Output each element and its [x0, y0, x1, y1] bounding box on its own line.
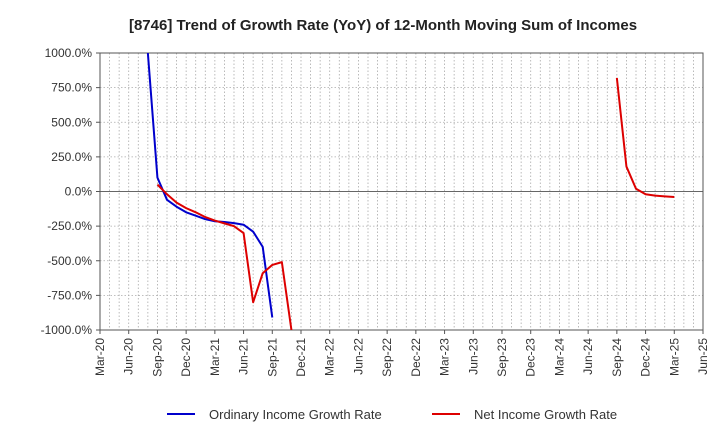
x-tick-label: Sep-21 — [265, 338, 279, 377]
x-tick-label: Dec-21 — [294, 338, 308, 377]
y-tick-label: 500.0% — [51, 115, 92, 129]
x-tick-label: Dec-24 — [639, 338, 653, 377]
x-tick-label: Jun-25 — [696, 338, 710, 375]
legend: Ordinary Income Growth Rate Net Income Gr… — [167, 407, 617, 422]
y-tick-label: 250.0% — [51, 150, 92, 164]
x-tick-label: Sep-24 — [610, 338, 624, 377]
x-tick-label: Jun-23 — [466, 338, 480, 375]
x-tick-label: Jun-21 — [237, 338, 251, 375]
x-tick-label: Jun-24 — [581, 338, 595, 375]
x-tick-label: Dec-22 — [409, 338, 423, 377]
y-tick-label: -750.0% — [47, 288, 92, 302]
x-tick-label: Mar-22 — [323, 338, 337, 376]
series-line-2 — [156, 183, 293, 330]
legend-label-2: Net Income Growth Rate — [474, 407, 617, 422]
x-tick-label: Mar-21 — [208, 338, 222, 376]
chart-title: [8746] Trend of Growth Rate (YoY) of 12-… — [129, 17, 637, 34]
x-tick-label: Jun-20 — [122, 338, 136, 375]
x-tick-label: Mar-20 — [93, 338, 107, 376]
y-tick-label: -1000.0% — [41, 323, 93, 337]
x-tick-label: Sep-23 — [495, 338, 509, 377]
x-tick-label: Mar-23 — [438, 338, 452, 376]
x-tick-label: Sep-22 — [380, 338, 394, 377]
x-tick-label: Sep-20 — [150, 338, 164, 377]
plot-area: 1000.0% 750.0% 500.0% 250.0% 0.0% -250.0% -500… — [41, 46, 710, 377]
y-tick-label: 0.0% — [65, 185, 93, 199]
x-tick-label: Dec-23 — [524, 338, 538, 377]
y-tick-label: -500.0% — [47, 254, 92, 268]
y-tick-label: 750.0% — [51, 81, 92, 95]
x-tick-label: Dec-20 — [179, 338, 193, 377]
x-tick-label: Mar-24 — [552, 338, 566, 376]
series-line-1 — [146, 53, 274, 318]
y-tick-label: 1000.0% — [45, 46, 93, 60]
x-tick-label: Mar-25 — [667, 338, 681, 376]
y-tick-label: -250.0% — [47, 219, 92, 233]
x-tick-label: Jun-22 — [351, 338, 365, 375]
legend-label-1: Ordinary Income Growth Rate — [209, 407, 382, 422]
series-line-2 — [615, 77, 675, 199]
